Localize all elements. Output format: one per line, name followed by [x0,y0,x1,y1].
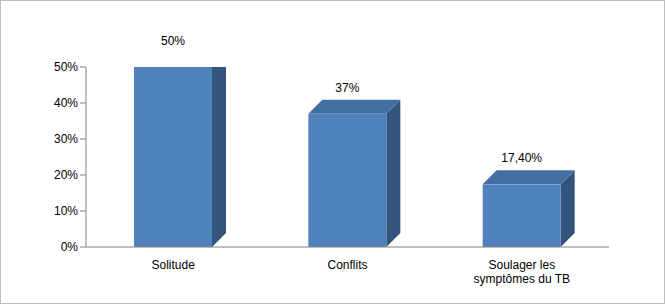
svg-text:0%: 0% [61,240,79,254]
svg-text:30%: 30% [54,132,78,146]
svg-text:Soulager lessymptômes du TB: Soulager lessymptômes du TB [474,258,570,286]
svg-text:Solitude: Solitude [151,258,195,272]
svg-text:50%: 50% [54,60,78,74]
svg-text:10%: 10% [54,204,78,218]
svg-text:37%: 37% [335,81,359,95]
svg-text:50%: 50% [161,34,185,48]
svg-text:Conflits: Conflits [327,258,367,272]
svg-text:40%: 40% [54,96,78,110]
svg-text:17,40%: 17,40% [501,151,542,165]
svg-text:20%: 20% [54,168,78,182]
